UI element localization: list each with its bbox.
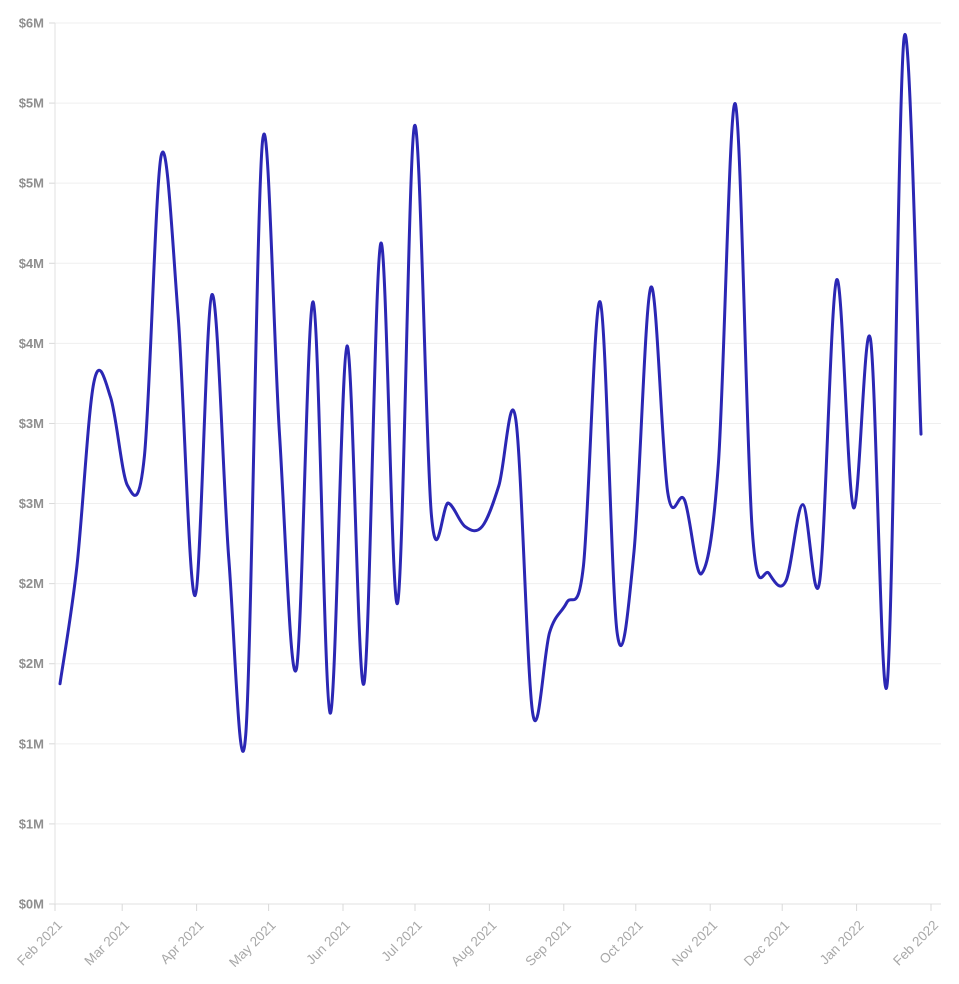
- y-axis-tick-label: $6M: [19, 16, 44, 31]
- x-axis-tick-label: Apr 2021: [157, 918, 206, 967]
- y-axis-tick-label: $3M: [19, 416, 44, 431]
- x-axis-tick-label: Mar 2021: [81, 918, 132, 969]
- y-axis-tick-label: $2M: [19, 656, 44, 671]
- x-axis-tick-label: Oct 2021: [597, 918, 646, 967]
- x-axis-tick-label: Nov 2021: [669, 918, 720, 969]
- y-axis-tick-label: $4M: [19, 336, 44, 351]
- x-axis-tick-label: Feb 2022: [890, 918, 941, 969]
- x-axis-tick-label: Sep 2021: [522, 918, 573, 969]
- plot-area[interactable]: [55, 23, 941, 904]
- y-axis-tick-label: $1M: [19, 816, 44, 831]
- data-series-line[interactable]: [58, 33, 923, 753]
- x-axis-tick-label: Jan 2022: [817, 918, 867, 968]
- y-axis-tick-label: $5M: [19, 176, 44, 191]
- x-axis-tick-label: Dec 2021: [741, 918, 792, 969]
- y-axis-tick-label: $4M: [19, 256, 44, 271]
- x-axis-tick-label: Jul 2021: [378, 918, 425, 965]
- x-axis-tick-label: Feb 2021: [14, 918, 65, 969]
- y-axis-tick-label: $3M: [19, 496, 44, 511]
- x-axis-tick-label: May 2021: [226, 918, 279, 971]
- y-axis-tick-label: $0M: [19, 897, 44, 912]
- y-axis-tick-label: $2M: [19, 576, 44, 591]
- x-axis-tick-label: Jun 2021: [303, 918, 353, 968]
- x-axis-tick-label: Aug 2021: [448, 918, 499, 969]
- y-axis-tick-label: $5M: [19, 96, 44, 111]
- y-axis-tick-label: $1M: [19, 736, 44, 751]
